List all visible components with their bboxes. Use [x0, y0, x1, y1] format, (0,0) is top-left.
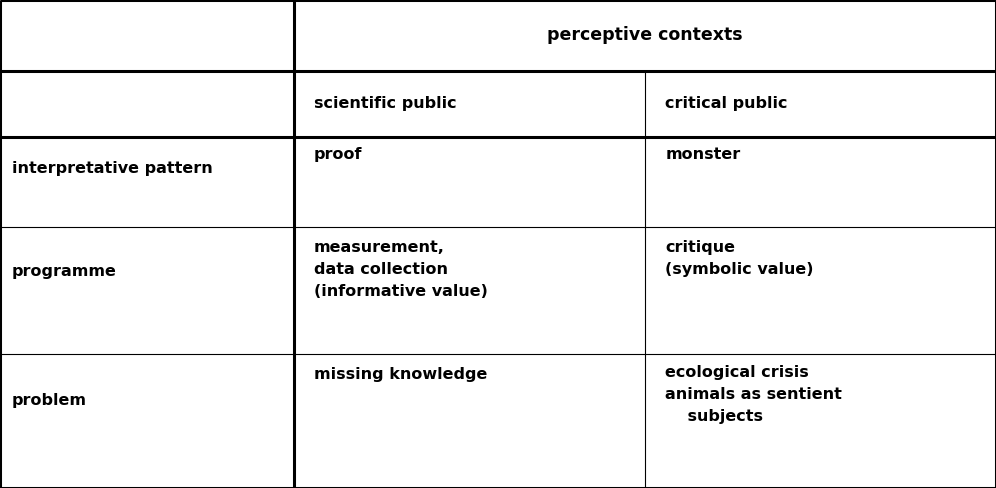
Text: critique
(symbolic value): critique (symbolic value) — [665, 240, 814, 277]
Text: measurement,
data collection
(informative value): measurement, data collection (informativ… — [314, 240, 488, 299]
Text: scientific public: scientific public — [314, 96, 456, 111]
Text: missing knowledge: missing knowledge — [314, 367, 487, 382]
Text: interpretative pattern: interpretative pattern — [12, 161, 213, 176]
Text: monster: monster — [665, 147, 741, 163]
Text: proof: proof — [314, 147, 363, 163]
Text: critical public: critical public — [665, 96, 788, 111]
Text: ecological crisis
animals as sentient
    subjects: ecological crisis animals as sentient su… — [665, 365, 843, 424]
Text: problem: problem — [12, 393, 87, 408]
Text: programme: programme — [12, 264, 117, 279]
Text: perceptive contexts: perceptive contexts — [547, 26, 743, 44]
